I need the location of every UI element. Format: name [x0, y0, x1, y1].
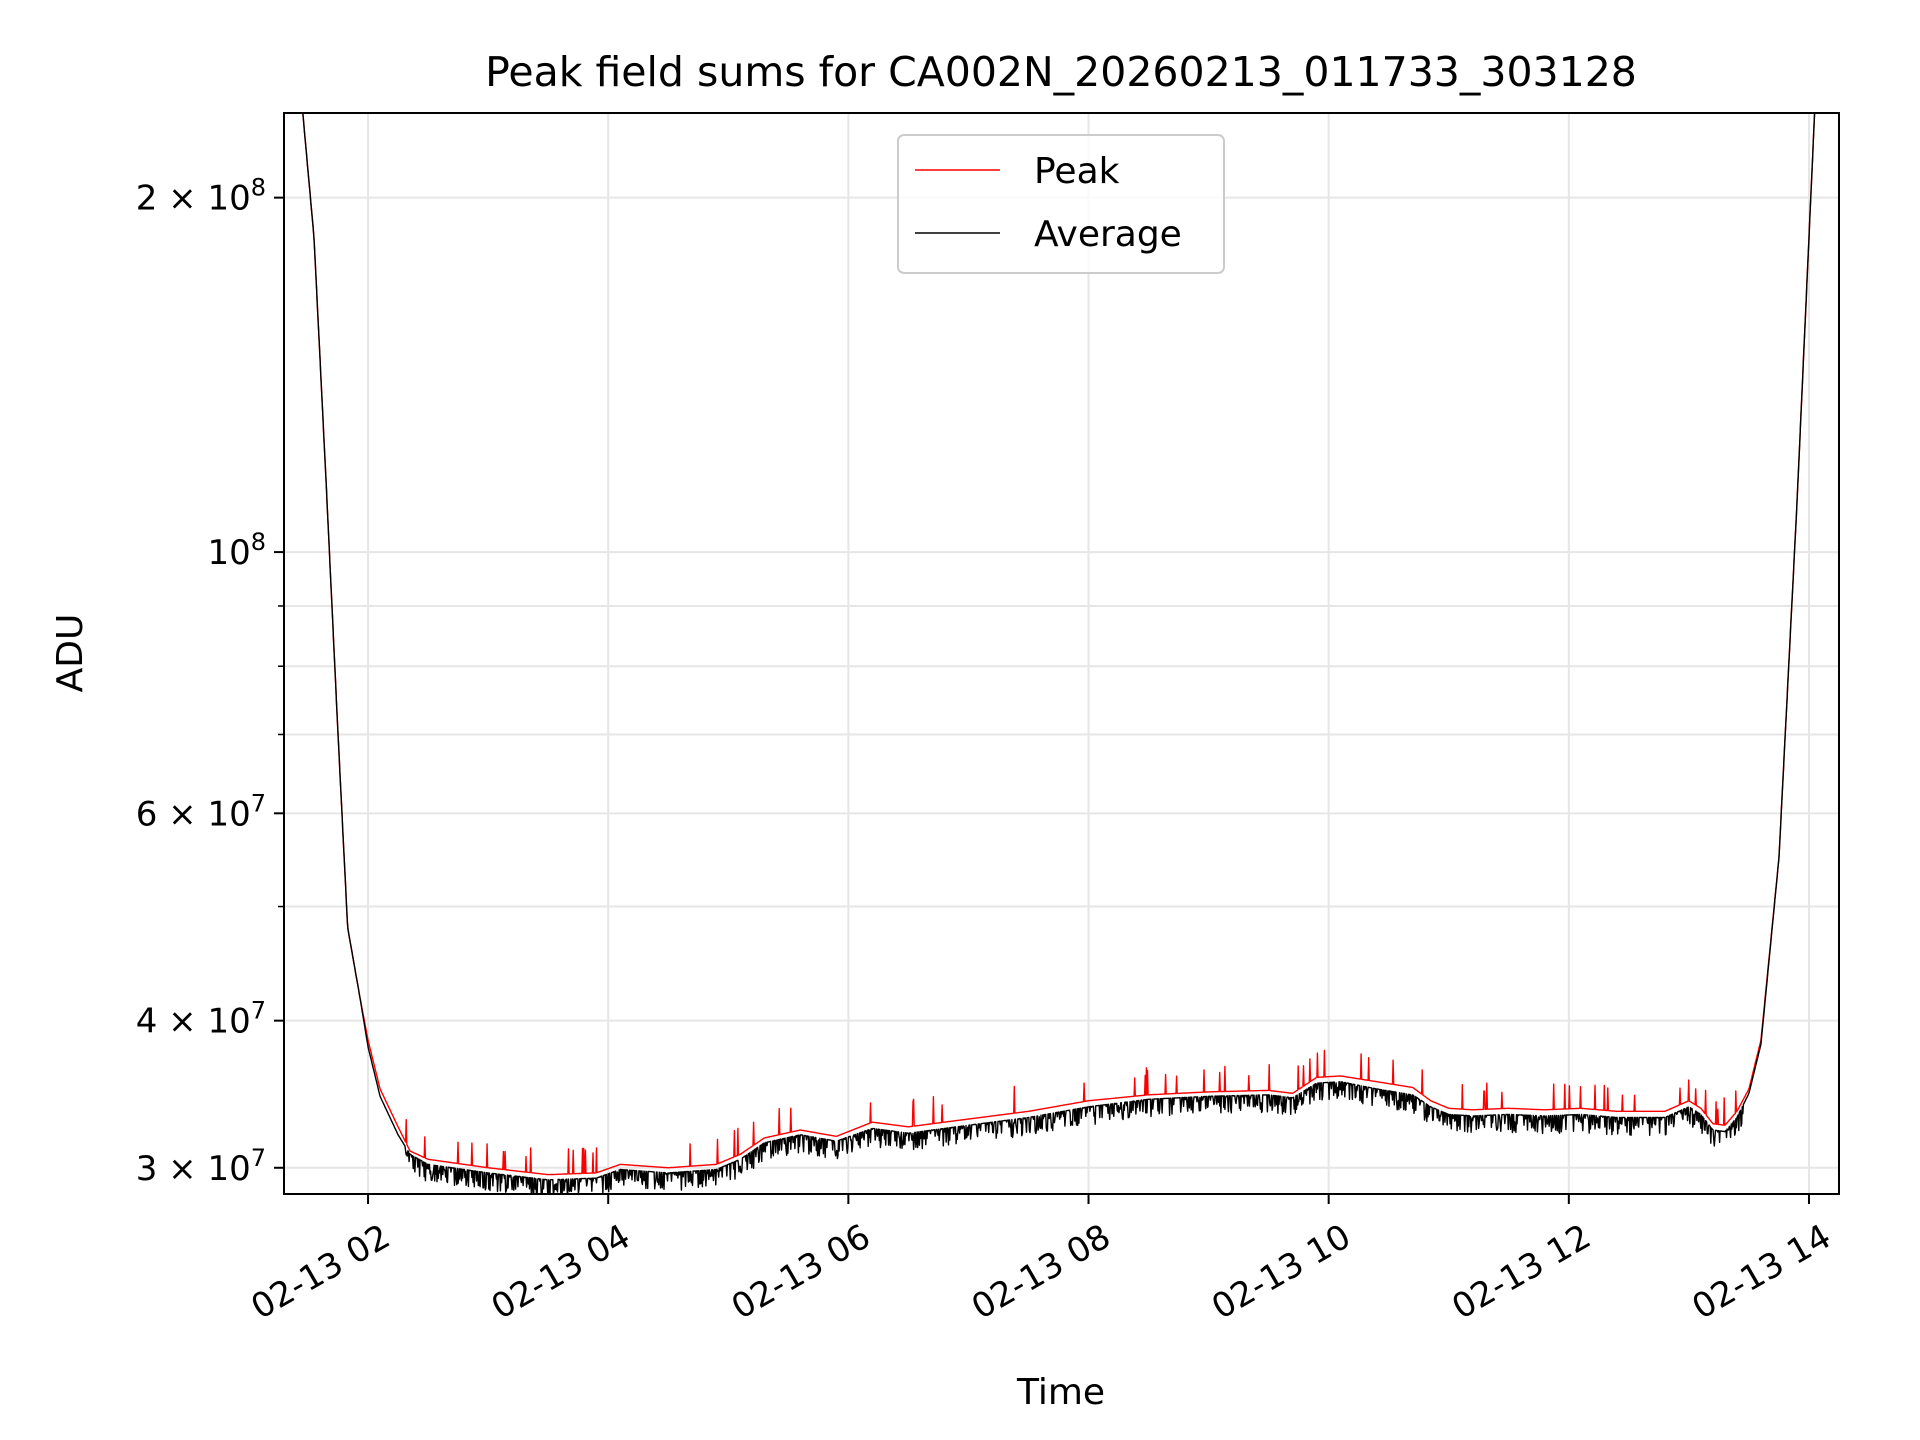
plot-frame — [283, 112, 1840, 1195]
grid-lines — [284, 113, 1839, 1194]
y-axis: 3 × 107 4 × 107 6 × 107 108 2 × 108 — [136, 174, 284, 1189]
average-series-line — [302, 113, 1816, 1194]
legend-peak-label: Peak — [1034, 151, 1120, 192]
y-tick-label: 4 × 107 — [136, 997, 266, 1042]
series-group — [302, 113, 1816, 1194]
chart-title: Peak field sums for CA002N_20260213_0117… — [485, 48, 1637, 96]
y-axis-label: ADU — [50, 614, 91, 693]
y-tick-label: 2 × 108 — [136, 174, 266, 219]
y-tick-label: 3 × 107 — [136, 1144, 266, 1189]
y-tick-label: 6 × 107 — [136, 789, 266, 834]
legend-average-label: Average — [1034, 214, 1182, 255]
peak-series-line — [302, 113, 1816, 1176]
x-axis-label: Time — [1016, 1372, 1105, 1413]
legend: Peak Average — [897, 134, 1225, 274]
y-tick-label: 108 — [207, 528, 266, 573]
